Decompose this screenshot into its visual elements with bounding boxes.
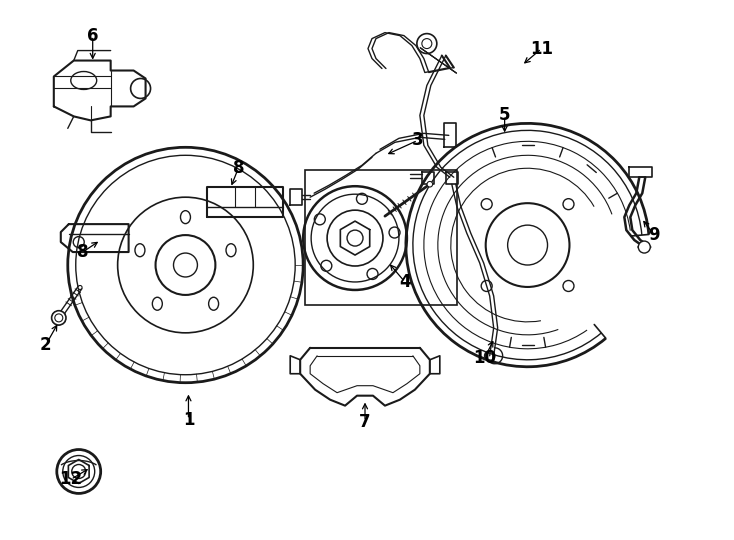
Text: 5: 5 — [499, 106, 510, 124]
Text: 4: 4 — [399, 273, 411, 291]
Text: 1: 1 — [183, 410, 195, 429]
Circle shape — [78, 286, 82, 289]
Text: 10: 10 — [473, 349, 496, 367]
Text: 7: 7 — [359, 413, 371, 430]
Text: 3: 3 — [412, 131, 424, 150]
Bar — [305, 170, 457, 305]
Text: 2: 2 — [40, 336, 51, 354]
Text: 6: 6 — [87, 26, 98, 45]
Text: 8: 8 — [233, 159, 244, 177]
Circle shape — [639, 241, 650, 253]
Circle shape — [347, 230, 363, 246]
Text: 9: 9 — [648, 226, 660, 244]
Circle shape — [173, 253, 197, 277]
Circle shape — [427, 181, 432, 187]
Text: 12: 12 — [59, 470, 82, 489]
Circle shape — [51, 310, 66, 325]
Text: 8: 8 — [77, 243, 89, 261]
Text: 11: 11 — [530, 39, 553, 58]
